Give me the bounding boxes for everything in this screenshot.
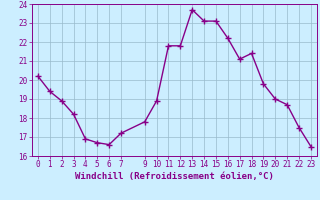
X-axis label: Windchill (Refroidissement éolien,°C): Windchill (Refroidissement éolien,°C) xyxy=(75,172,274,181)
